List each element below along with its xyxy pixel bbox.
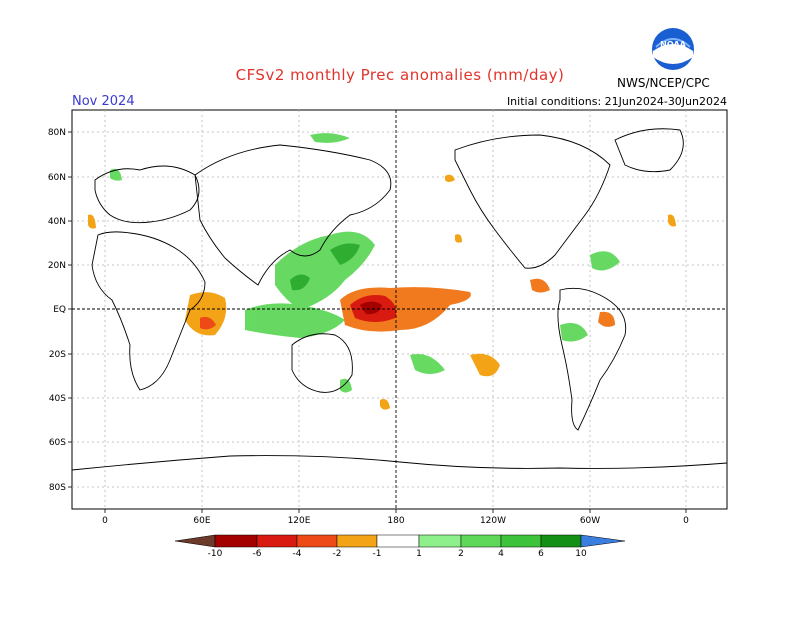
wet-anomalies <box>110 133 620 393</box>
lon-label: 120E <box>288 516 311 526</box>
lat-label: 60S <box>49 438 66 448</box>
lat-label: 80S <box>49 483 66 493</box>
coastlines <box>71 128 728 471</box>
colorbar-tick: -10 <box>208 549 223 559</box>
lon-label: 0 <box>102 516 108 526</box>
dry-anomalies <box>88 174 676 410</box>
lat-label: 60N <box>48 173 66 183</box>
page-title: CFSv2 monthly Prec anomalies (mm/day) <box>235 66 565 84</box>
colorbar-tick: 6 <box>538 549 544 559</box>
logo-text: NOAA <box>660 40 686 49</box>
lat-label: EQ <box>53 305 66 315</box>
lat-label: 40N <box>48 217 66 227</box>
colorbar-arrow-right <box>580 534 626 548</box>
gridlines <box>72 110 727 509</box>
lat-labels: 80N 60N 40N 20N EQ 20S 40S 60S 80S <box>48 128 66 493</box>
colorbar-tick: -2 <box>333 549 342 559</box>
lon-labels: 0 60E 120E 180 120W 60W 0 <box>102 516 689 526</box>
colorbar-tick: -4 <box>293 549 302 559</box>
initial-conditions: Initial conditions: 21Jun2024-30Jun2024 <box>506 95 727 108</box>
lon-label: 60E <box>193 516 210 526</box>
colorbar-tick: -1 <box>373 549 382 559</box>
colorbar-arrow-left <box>174 534 216 548</box>
lon-label: 0 <box>683 516 689 526</box>
colorbar-tick: 1 <box>416 549 422 559</box>
lon-label: 60W <box>580 516 600 526</box>
lat-label: 20S <box>49 350 66 360</box>
colorbar-tick: 2 <box>458 549 464 559</box>
lon-label: 180 <box>387 516 404 526</box>
lat-label: 40S <box>49 394 66 404</box>
colorbar-tick: 4 <box>498 549 504 559</box>
noaa-logo: NOAA <box>652 28 694 70</box>
colorbar: -10 -6 -4 -2 -1 1 2 4 6 10 <box>174 534 626 559</box>
lon-label: 120W <box>480 516 506 526</box>
lat-label: 20N <box>48 261 66 271</box>
valid-month: Nov 2024 <box>72 94 135 109</box>
lat-label: 80N <box>48 128 66 138</box>
colorbar-tick: 10 <box>575 549 587 559</box>
colorbar-tick: -6 <box>253 549 262 559</box>
agency-label: NWS/NCEP/CPC <box>617 76 710 90</box>
